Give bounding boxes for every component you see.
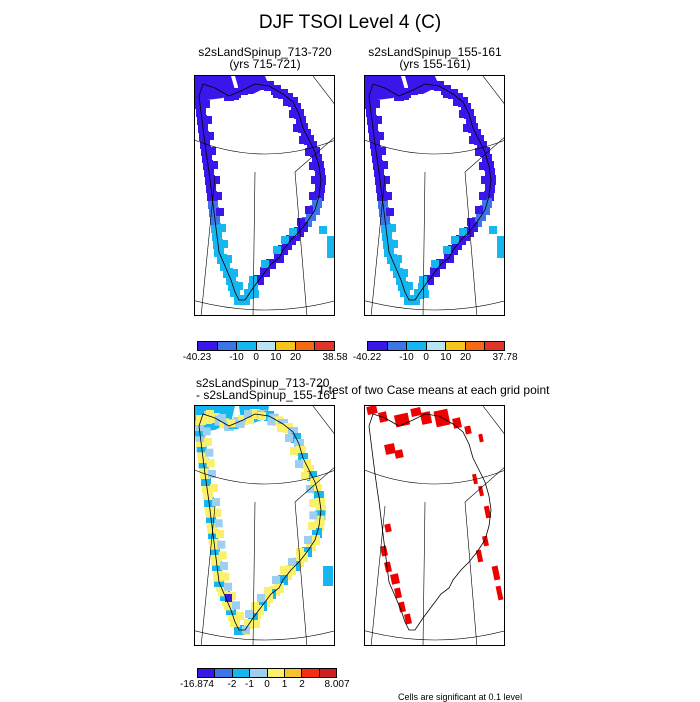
colorbar-tick-label: 37.78 [492, 352, 518, 363]
colorbar-tick-label: 10 [270, 352, 282, 363]
significant-cell [472, 473, 478, 485]
significant-cell [419, 411, 433, 425]
significant-cell [478, 433, 484, 443]
colorbar-swatch [318, 668, 337, 678]
map-panel-ttest [364, 405, 505, 646]
panel-title-diff-line1: s2sLandSpinup_713-720 [196, 376, 330, 390]
map-canvas [195, 76, 334, 315]
colorbar-case2: -40.22 -10 0 10 20 37.78 [353, 341, 518, 364]
colorbar-swatch [197, 341, 218, 351]
panel-title-case1-line2: (yrs 715-721) [229, 57, 301, 71]
colorbar-swatch [314, 341, 336, 351]
map-canvas [365, 406, 504, 645]
colorbar-swatch [484, 341, 506, 351]
figure-title: DJF TSOI Level 4 (C) [258, 12, 442, 33]
significant-cell [384, 561, 392, 573]
colorbar-tick-label: -10 [399, 352, 414, 363]
colorbar-tick-label: 0 [253, 352, 259, 363]
significant-cell [393, 412, 411, 428]
colorbar-swatch [275, 341, 296, 351]
map-panel-case1 [194, 75, 335, 316]
map-canvas [365, 76, 504, 315]
panel-title-case2: s2sLandSpinup_155-161 (yrs 155-161) [365, 46, 505, 70]
colorbar-diff-labels: -16.874 -2 -1 0 1 2 8.007 [180, 679, 349, 691]
colorbar-tick-label: -2 [227, 679, 237, 690]
colorbar-swatch [236, 341, 257, 351]
colorbar-tick-label: 0 [423, 352, 429, 363]
colorbar-swatch [249, 668, 268, 678]
colorbar-swatch [386, 341, 408, 351]
significant-cell [366, 406, 378, 415]
colorbar-tick-label: 1 [281, 679, 288, 690]
colorbar-diff: -16.874 -2 -1 0 1 2 8.007 [180, 668, 350, 691]
significant-cell [394, 449, 404, 459]
significant-cell [495, 585, 504, 601]
colorbar-case1-labels: -40.23 -10 0 10 20 38.58 [183, 352, 348, 364]
grid-cell [365, 91, 374, 101]
significant-cell [394, 587, 402, 599]
panel-title-case1: s2sLandSpinup_713-720 (yrs 715-721) [195, 46, 335, 70]
colorbar-tick-label: 20 [460, 352, 472, 363]
panel-title-case2-line2: (yrs 155-161) [399, 57, 471, 71]
significant-cell [390, 573, 400, 585]
significant-cell [384, 443, 396, 455]
significant-cell [478, 485, 484, 497]
colorbar-case2-swatches [367, 341, 506, 351]
colorbar-swatch [294, 341, 316, 351]
colorbar-tick-label: -40.23 [182, 352, 212, 363]
colorbar-tick-label: 0 [264, 679, 270, 690]
colorbar-swatch [283, 668, 303, 678]
colorbar-tick-label: -16.874 [180, 679, 214, 690]
significant-cell [452, 417, 462, 429]
colorbar-swatch [301, 668, 320, 678]
significant-cell [475, 549, 484, 563]
colorbar-swatch [425, 341, 447, 351]
map-panel-diff [194, 405, 335, 646]
colorbar-swatch [367, 341, 388, 351]
colorbar-diff-swatches [197, 668, 337, 678]
colorbar-tick-label: 2 [299, 679, 305, 690]
colorbar-tick-label: 38.58 [322, 352, 348, 363]
colorbar-swatch [231, 668, 251, 678]
significant-cell [384, 523, 392, 533]
panel-title-ttest: T-test of two Case means at each grid po… [318, 384, 549, 396]
colorbar-swatch [464, 341, 486, 351]
panel-title-diff: s2sLandSpinup_713-720 - s2sLandSpinup_15… [196, 377, 337, 401]
map-canvas [195, 406, 334, 645]
colorbar-case1: -40.23 -10 0 10 20 38.58 [183, 341, 348, 364]
panel-title-case1-line1: s2sLandSpinup_713-720 [198, 45, 332, 59]
colorbar-tick-label: -1 [245, 679, 254, 690]
colorbar-tick-label: 10 [440, 352, 452, 363]
colorbar-tick-label: 20 [290, 352, 302, 363]
significant-cell [398, 601, 406, 613]
panel-title-ttest-line1: T-test of two Case means at each grid po… [318, 383, 550, 397]
significant-cell [410, 407, 422, 417]
colorbar-swatch [214, 668, 233, 678]
colorbar-case2-labels: -40.22 -10 0 10 20 37.78 [353, 352, 518, 364]
colorbar-case1-swatches [197, 341, 336, 351]
colorbar-swatch [406, 341, 427, 351]
colorbar-swatch [255, 341, 277, 351]
significant-cell [380, 545, 388, 557]
colorbar-swatch [266, 668, 285, 678]
significant-cell [482, 535, 489, 547]
significant-cell [483, 505, 492, 519]
colorbar-swatch [216, 341, 238, 351]
panel-title-diff-line2: - s2sLandSpinup_155-161 [196, 388, 337, 402]
panel-title-case2-line1: s2sLandSpinup_155-161 [368, 45, 502, 59]
colorbar-tick-label: -40.22 [352, 352, 382, 363]
significance-note: Cells are significant at 0.1 level [398, 692, 523, 702]
significant-cell [404, 613, 412, 625]
colorbar-tick-label: 8.007 [324, 679, 350, 690]
significant-cell [464, 425, 472, 435]
map-panel-case2 [364, 75, 505, 316]
colorbar-tick-label: -10 [229, 352, 244, 363]
colorbar-swatch [197, 668, 216, 678]
grid-cell [195, 91, 204, 101]
significant-cell [491, 565, 501, 581]
colorbar-swatch [445, 341, 466, 351]
